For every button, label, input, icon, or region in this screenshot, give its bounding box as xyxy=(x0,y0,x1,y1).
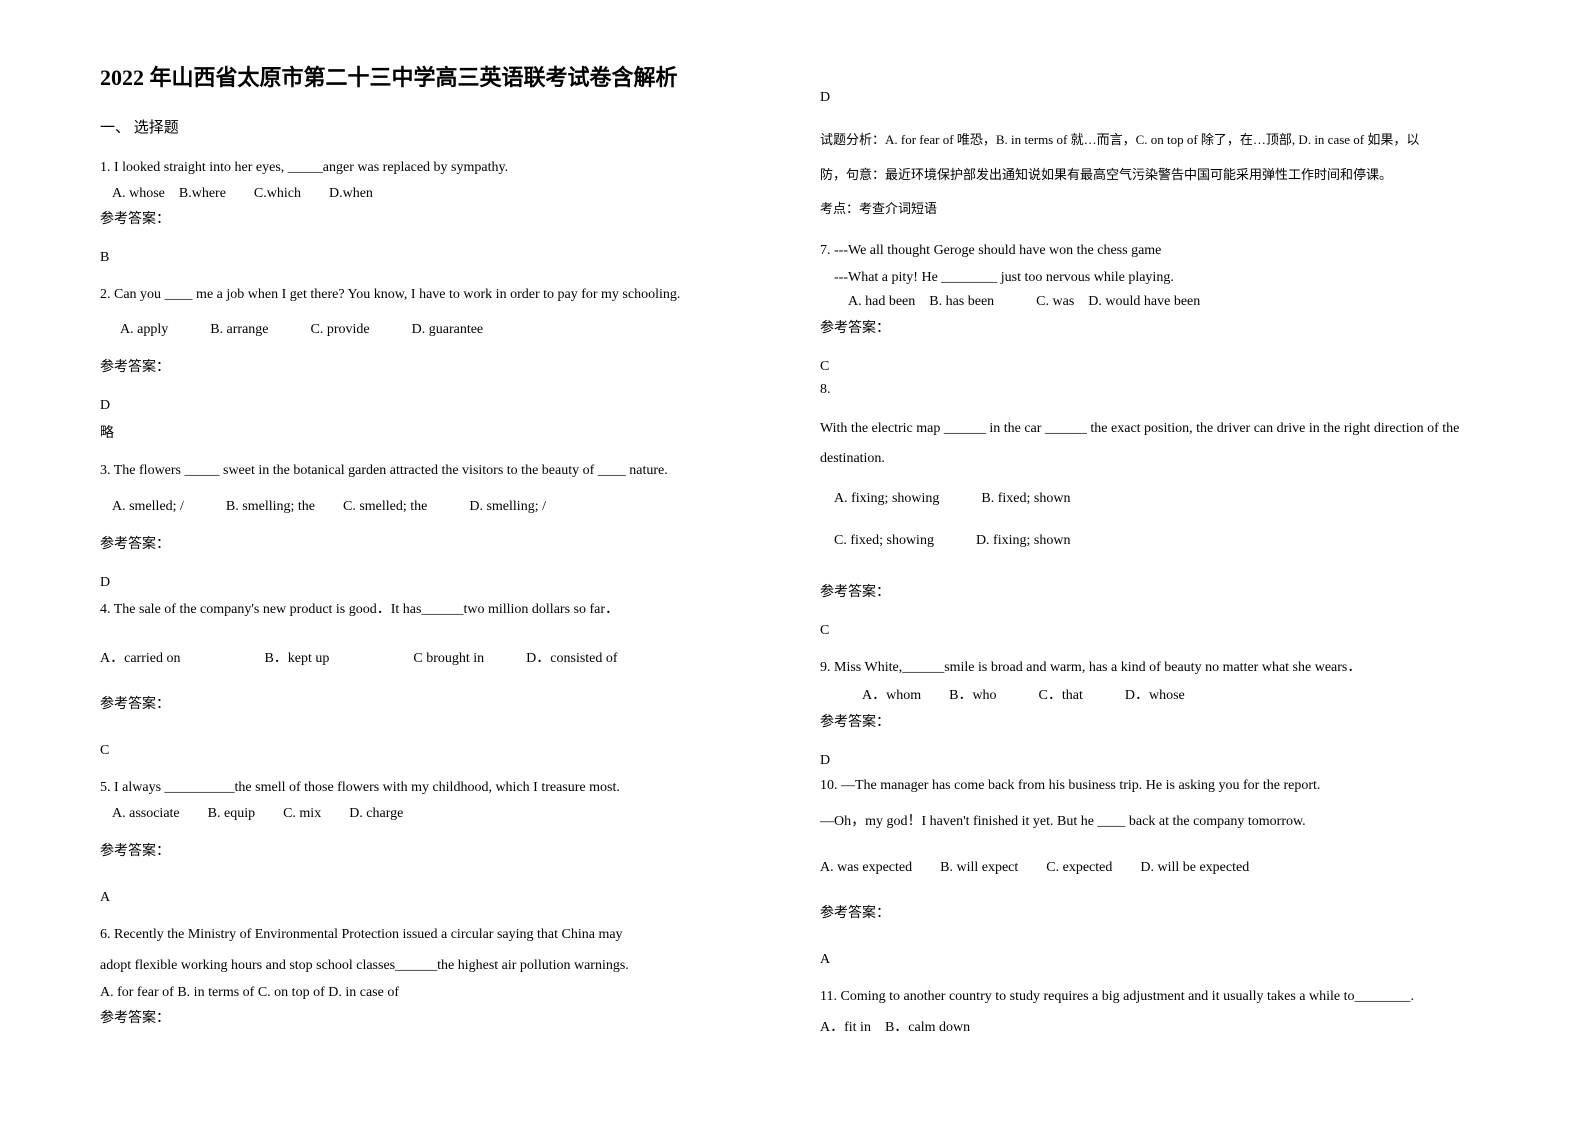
q6-options: A. for fear of B. in terms of C. on top … xyxy=(100,985,760,1001)
q3-answer: D xyxy=(100,575,760,591)
q3-answer-label: 参考答案： xyxy=(100,533,760,553)
q8-text: With the electric map ______ in the car … xyxy=(820,414,1480,476)
q7-text-line1: 7. ---We all thought Geroge should have … xyxy=(820,238,1480,265)
q7-answer: C xyxy=(820,359,1480,375)
q1-options: A. whose B.where C.which D.when xyxy=(112,186,760,202)
q4-answer: C xyxy=(100,743,760,759)
q4-text: 4. The sale of the company's new product… xyxy=(100,597,760,624)
page-container: 2022 年山西省太原市第二十三中学高三英语联考试卷含解析 一、 选择题 1. … xyxy=(0,0,1587,1082)
q8-number: 8. xyxy=(820,377,1480,404)
q7-text-line2: ---What a pity! He ________ just too ner… xyxy=(820,269,1480,287)
q11-text: 11. Coming to another country to study r… xyxy=(820,984,1480,1011)
q8-options-cd: C. fixed; showing D. fixing; shown xyxy=(820,533,1480,549)
q9-answer-label: 参考答案： xyxy=(820,711,1480,731)
q2-explain: 略 xyxy=(100,422,760,442)
q6-text-line2: adopt flexible working hours and stop sc… xyxy=(100,953,760,980)
section-header: 一、 选择题 xyxy=(100,116,760,137)
q1-answer: B xyxy=(100,250,760,266)
q4-options: A．carried on B．kept up C brought in D．co… xyxy=(100,647,760,667)
q3-options: A. smelled; / B. smelling; the C. smelle… xyxy=(112,499,760,515)
document-title: 2022 年山西省太原市第二十三中学高三英语联考试卷含解析 xyxy=(100,60,760,92)
q10-answer-label: 参考答案： xyxy=(820,902,1480,922)
q2-answer-label: 参考答案： xyxy=(100,356,760,376)
q2-options: A. apply B. arrange C. provide D. guaran… xyxy=(120,322,760,338)
q4-answer-label: 参考答案： xyxy=(100,693,760,713)
q2-answer: D xyxy=(100,398,760,414)
q2-text: 2. Can you ____ me a job when I get ther… xyxy=(100,282,760,309)
q5-text: 5. I always __________the smell of those… xyxy=(100,775,760,802)
q5-options: A. associate B. equip C. mix D. charge xyxy=(112,806,760,822)
q6-text-line1: 6. Recently the Ministry of Environmenta… xyxy=(100,922,760,949)
right-column: D 试题分析：A. for fear of 唯恐，B. in terms of … xyxy=(820,60,1480,1042)
q8-answer: C xyxy=(820,623,1480,639)
q7-answer-label: 参考答案： xyxy=(820,317,1480,337)
q9-options: A．whom B．who C．that D．whose xyxy=(820,688,1480,705)
q5-answer-label: 参考答案： xyxy=(100,840,760,860)
q3-text: 3. The flowers _____ sweet in the botani… xyxy=(100,458,760,485)
q7-options: A. had been B. has been C. was D. would … xyxy=(820,293,1480,311)
q11-options: A．fit in B．calm down xyxy=(820,1016,1480,1036)
q6-explain-line2: 防，句意：最近环境保护部发出通知说如果有最高空气污染警告中国可能采用弹性工作时间… xyxy=(820,163,1480,188)
left-column: 2022 年山西省太原市第二十三中学高三英语联考试卷含解析 一、 选择题 1. … xyxy=(100,60,760,1042)
q6-explain-line1: 试题分析：A. for fear of 唯恐，B. in terms of 就…… xyxy=(820,128,1480,153)
q6-explain-line3: 考点：考查介词短语 xyxy=(820,197,1480,222)
q6-answer: D xyxy=(820,90,1480,106)
q6-answer-label: 参考答案： xyxy=(100,1007,760,1027)
q9-text: 9. Miss White,______smile is broad and w… xyxy=(820,655,1480,682)
q1-answer-label: 参考答案： xyxy=(100,208,760,228)
q10-text-line2: —Oh，my god！I haven't finished it yet. Bu… xyxy=(820,809,1480,836)
q1-text: 1. I looked straight into her eyes, ____… xyxy=(100,155,760,182)
q8-options-ab: A. fixing; showing B. fixed; shown xyxy=(820,491,1480,507)
q5-answer: A xyxy=(100,890,760,906)
q10-options: A. was expected B. will expect C. expect… xyxy=(820,860,1480,876)
q9-answer: D xyxy=(820,753,1480,769)
q8-answer-label: 参考答案： xyxy=(820,581,1480,601)
q10-answer: A xyxy=(820,952,1480,968)
q10-text-line1: 10. —The manager has come back from his … xyxy=(820,773,1480,800)
